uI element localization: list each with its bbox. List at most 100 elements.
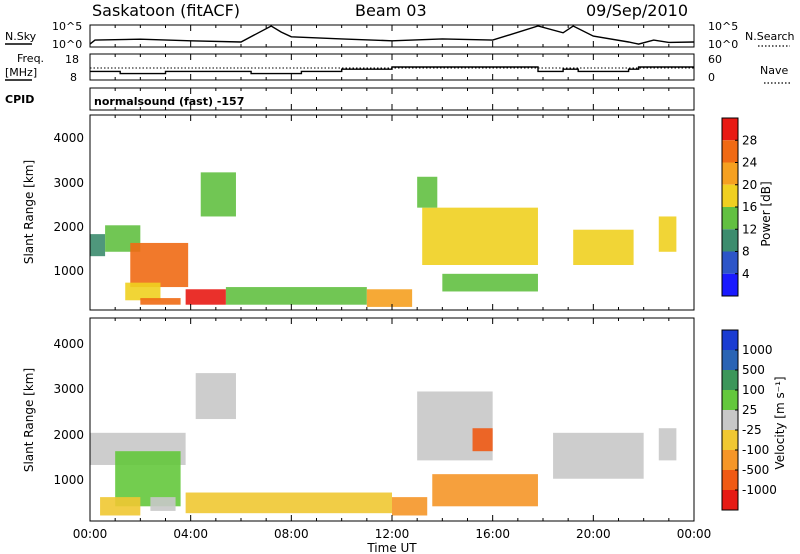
velocity-colorbar-swatch: [722, 350, 738, 370]
velocity-ytick-4000: 4000: [53, 337, 84, 351]
velocity-colorbar-tick: -25: [742, 423, 762, 437]
frequency-panel: Freq. [MHz] 18 8 60 0 Nave: [5, 52, 790, 84]
noise-trace: [89, 25, 695, 45]
power-colorbar-tick: 24: [742, 156, 757, 170]
velocity-colorbar-tick: -500: [742, 463, 769, 477]
power-colorbar-tick: 28: [742, 133, 757, 147]
noise-right-tick-bottom: 10^0: [708, 38, 738, 51]
power-ytick-2000: 2000: [53, 220, 84, 234]
xtick-0000-end: 00:00: [677, 527, 712, 541]
cpid-label: CPID: [5, 93, 34, 106]
power-patch: [417, 176, 438, 208]
power-colorbar-swatch: [722, 118, 738, 141]
power-patch: [225, 287, 367, 305]
velocity-colorbar-swatch: [722, 470, 738, 490]
velocity-ytick-1000: 1000: [53, 473, 84, 487]
power-colorbar-tick: 8: [742, 245, 750, 259]
power-patch: [90, 234, 106, 257]
power-colorbar-swatch: [722, 184, 738, 207]
noise-left-tick-top: 10^5: [52, 20, 82, 33]
nave-label: Nave: [760, 64, 788, 77]
power-colorbar-swatch: [722, 162, 738, 185]
freq-tick-top: 18: [65, 53, 79, 66]
velocity-colorbar-tick: -1000: [742, 483, 777, 497]
cpid-panel: CPID normalsound (fast) -157: [5, 87, 695, 111]
velocity-patch: [150, 497, 176, 511]
power-patch: [366, 289, 413, 307]
power-colorbar-tick: 16: [742, 200, 757, 214]
velocity-colorbar-swatch: [722, 490, 738, 510]
power-colorbar-label: Power [dB]: [759, 181, 773, 246]
power-panel: Slant Range [km] 1000 2000 3000 4000 4 8 1…: [22, 114, 773, 311]
beam-label: Beam 03: [355, 1, 427, 20]
xtick-1200: 12:00: [375, 527, 410, 541]
velocity-ytick-3000: 3000: [53, 382, 84, 396]
time-axis: 00:00 04:00 08:00 12:00 16:00 20:00 00:0…: [73, 25, 712, 554]
noise-left-label: N.Sky: [5, 30, 37, 43]
velocity-colorbar-swatch: [722, 450, 738, 470]
velocity-colorbar-tick: 100: [742, 383, 765, 397]
power-colorbar-tick: 4: [742, 267, 750, 281]
power-patch: [442, 273, 538, 292]
power-ytick-1000: 1000: [53, 264, 84, 278]
xtick-1600: 16:00: [475, 527, 510, 541]
power-colorbar-tick: 20: [742, 178, 757, 192]
noise-right-label: N.Search: [745, 30, 795, 43]
xtick-2000: 20:00: [576, 527, 611, 541]
velocity-colorbar-label: Velocity [m s⁻¹]: [773, 376, 787, 469]
nave-tick-bottom: 0: [708, 71, 715, 84]
velocity-patch: [472, 428, 493, 452]
noise-left-tick-bottom: 10^0: [52, 38, 82, 51]
nave-tick-top: 60: [708, 53, 722, 66]
velocity-patch: [392, 497, 428, 516]
velocity-colorbar-frame: [721, 329, 739, 511]
velocity-colorbar-swatch: [722, 430, 738, 450]
power-colorbar-swatch: [722, 140, 738, 163]
xtick-0000-start: 00:00: [73, 527, 108, 541]
power-colorbar-swatch: [722, 251, 738, 274]
velocity-data-layer: [90, 373, 677, 516]
power-patch: [200, 172, 236, 217]
velocity-patch: [553, 432, 644, 479]
velocity-patch: [185, 492, 392, 514]
power-colorbar: 4 8 12 16 20 24 28: [721, 117, 757, 297]
velocity-patch: [100, 497, 141, 516]
power-ytick-4000: 4000: [53, 131, 84, 145]
velocity-colorbar-tick: 500: [742, 363, 765, 377]
power-patch: [140, 298, 181, 305]
velocity-ytick-2000: 2000: [53, 428, 84, 442]
power-patch: [125, 282, 161, 301]
power-colorbar-swatch: [722, 229, 738, 252]
velocity-colorbar-swatch: [722, 330, 738, 350]
velocity-patch: [658, 428, 677, 461]
freq-label-line1: Freq.: [17, 52, 44, 65]
freq-tick-bottom: 8: [70, 71, 77, 84]
noise-panel: N.Sky 10^5 10^0 10^5 10^0 N.Search: [5, 20, 795, 51]
power-ytick-3000: 3000: [53, 176, 84, 190]
power-patch: [130, 242, 189, 288]
velocity-panel: Slant Range [km] 1000 2000 3000 4000 100…: [22, 317, 787, 522]
power-colorbar-swatch: [722, 273, 738, 296]
velocity-colorbar-tick: 1000: [742, 343, 773, 357]
power-patch: [573, 229, 634, 265]
x-axis-label: Time UT: [366, 541, 417, 554]
power-colorbar-swatch: [722, 207, 738, 230]
power-patch: [185, 289, 226, 305]
velocity-colorbar-tick: 25: [742, 403, 757, 417]
velocity-patch: [432, 474, 538, 507]
noise-right-tick-top: 10^5: [708, 20, 738, 33]
power-patch: [422, 207, 538, 265]
cpid-value: normalsound (fast) -157: [94, 95, 244, 108]
freq-label-line2: [MHz]: [5, 66, 37, 79]
velocity-ylabel: Slant Range [km]: [22, 368, 36, 472]
velocity-colorbar: 1000 500 100 25 -25 -100 -500 -1000: [721, 329, 777, 511]
date-label: 09/Sep/2010: [586, 1, 688, 20]
velocity-colorbar-swatch: [722, 410, 738, 430]
velocity-colorbar-swatch: [722, 370, 738, 390]
station-title: Saskatoon (fitACF): [92, 1, 240, 20]
xtick-0400: 04:00: [173, 527, 208, 541]
velocity-patch: [195, 373, 236, 420]
power-data-layer: [90, 172, 677, 307]
frequency-trace: [90, 66, 694, 75]
xtick-0800: 08:00: [274, 527, 309, 541]
